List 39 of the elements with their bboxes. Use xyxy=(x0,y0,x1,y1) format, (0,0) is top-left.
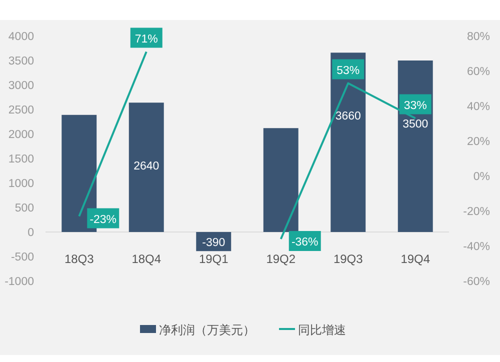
y2-tick-label: -20% xyxy=(463,206,490,218)
y2-tick-label: -40% xyxy=(463,241,490,253)
y-tick-label: 4000 xyxy=(8,31,34,43)
x-tick-label: 18Q3 xyxy=(64,252,94,266)
legend-label: 净利润（万美元） xyxy=(159,323,255,337)
data-label: 53% xyxy=(336,64,360,77)
y-tick-label: 3000 xyxy=(8,80,34,92)
y-tick-label: 3500 xyxy=(8,56,34,68)
data-label: 3660 xyxy=(335,110,361,123)
data-label: 3500 xyxy=(402,118,428,130)
x-tick-label: 19Q2 xyxy=(266,252,296,266)
x-tick-label: 19Q4 xyxy=(400,252,430,266)
y-tick-label: 1000 xyxy=(8,178,34,190)
y2-tick-label: 0% xyxy=(473,171,490,183)
y2-tick-label: 20% xyxy=(466,136,490,148)
data-label: 33% xyxy=(404,100,427,112)
y-tick-label: -500 xyxy=(10,252,34,264)
data-label: 2640 xyxy=(134,160,160,173)
data-label: -36% xyxy=(291,236,318,248)
y2-tick-label: 40% xyxy=(466,101,490,113)
data-label: -390 xyxy=(202,237,226,250)
y-tick-label: 500 xyxy=(14,202,34,214)
y-tick-label: 0 xyxy=(28,227,34,239)
y-tick-label: 1500 xyxy=(8,154,34,166)
bar xyxy=(128,102,164,232)
y-tick-label: -1000 xyxy=(4,276,34,288)
y-tick-label: 2500 xyxy=(8,104,34,116)
data-label: -23% xyxy=(90,214,117,226)
legend-label: 同比增速 xyxy=(298,323,346,337)
x-tick-label: 19Q1 xyxy=(198,252,229,266)
bar xyxy=(330,52,366,232)
x-tick-label: 18Q4 xyxy=(132,252,162,266)
y2-tick-label: 80% xyxy=(466,31,490,43)
y-tick-label: 2000 xyxy=(8,129,34,141)
data-label: 71% xyxy=(134,33,158,46)
y2-tick-label: 60% xyxy=(466,66,490,78)
bar xyxy=(263,128,298,232)
x-tick-label: 19Q3 xyxy=(333,252,364,266)
y2-tick-label: -60% xyxy=(463,276,490,288)
